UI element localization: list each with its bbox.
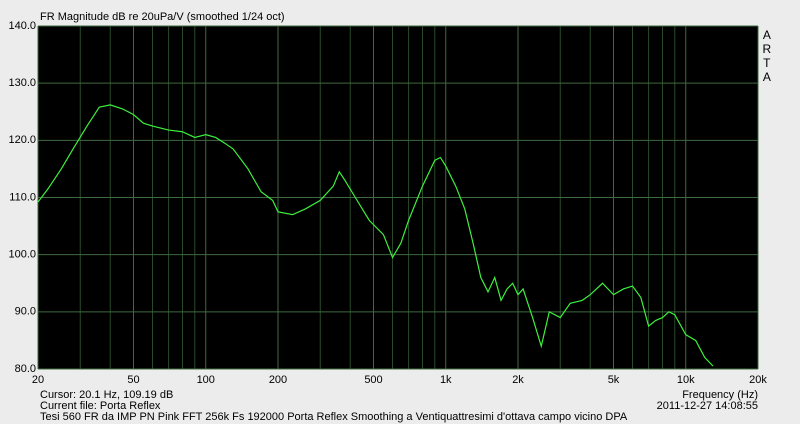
x-tick-label: 5k (608, 374, 620, 386)
y-tick-label: 100.0 (8, 249, 36, 261)
x-axis-label: Frequency (Hz) (682, 389, 758, 401)
timestamp: 2011-12-27 14:08:55 (657, 400, 758, 412)
y-tick-label: 130.0 (8, 77, 36, 89)
y-tick-label: 140.0 (8, 20, 36, 32)
brand: ARTA (760, 28, 774, 84)
x-tick-label: 200 (269, 374, 287, 386)
response-curve (37, 104, 714, 367)
y-tick-label: 110.0 (9, 191, 36, 203)
x-tick-label: 50 (127, 374, 139, 386)
x-tick-label: 10k (677, 374, 695, 386)
y-tick-label: 90.0 (15, 306, 36, 318)
description: Tesi 560 FR da IMP PN Pink FFT 256k Fs 1… (40, 411, 628, 423)
chart-title: FR Magnitude dB re 20uPa/V (smoothed 1/2… (40, 11, 285, 23)
current-file: Current file: Porta Reflex (40, 400, 161, 412)
y-tick-label: 80.0 (15, 363, 36, 375)
x-tick-label: 20 (32, 374, 44, 386)
cursor-readout: Cursor: 20.1 Hz, 109.19 dB (40, 389, 173, 401)
x-tick-label: 2k (512, 374, 524, 386)
x-tick-label: 1k (440, 374, 452, 386)
x-tick-label: 20k (749, 374, 767, 386)
x-tick-label: 500 (364, 374, 382, 386)
x-tick-label: 100 (197, 374, 215, 386)
y-tick-label: 120.0 (8, 134, 36, 146)
